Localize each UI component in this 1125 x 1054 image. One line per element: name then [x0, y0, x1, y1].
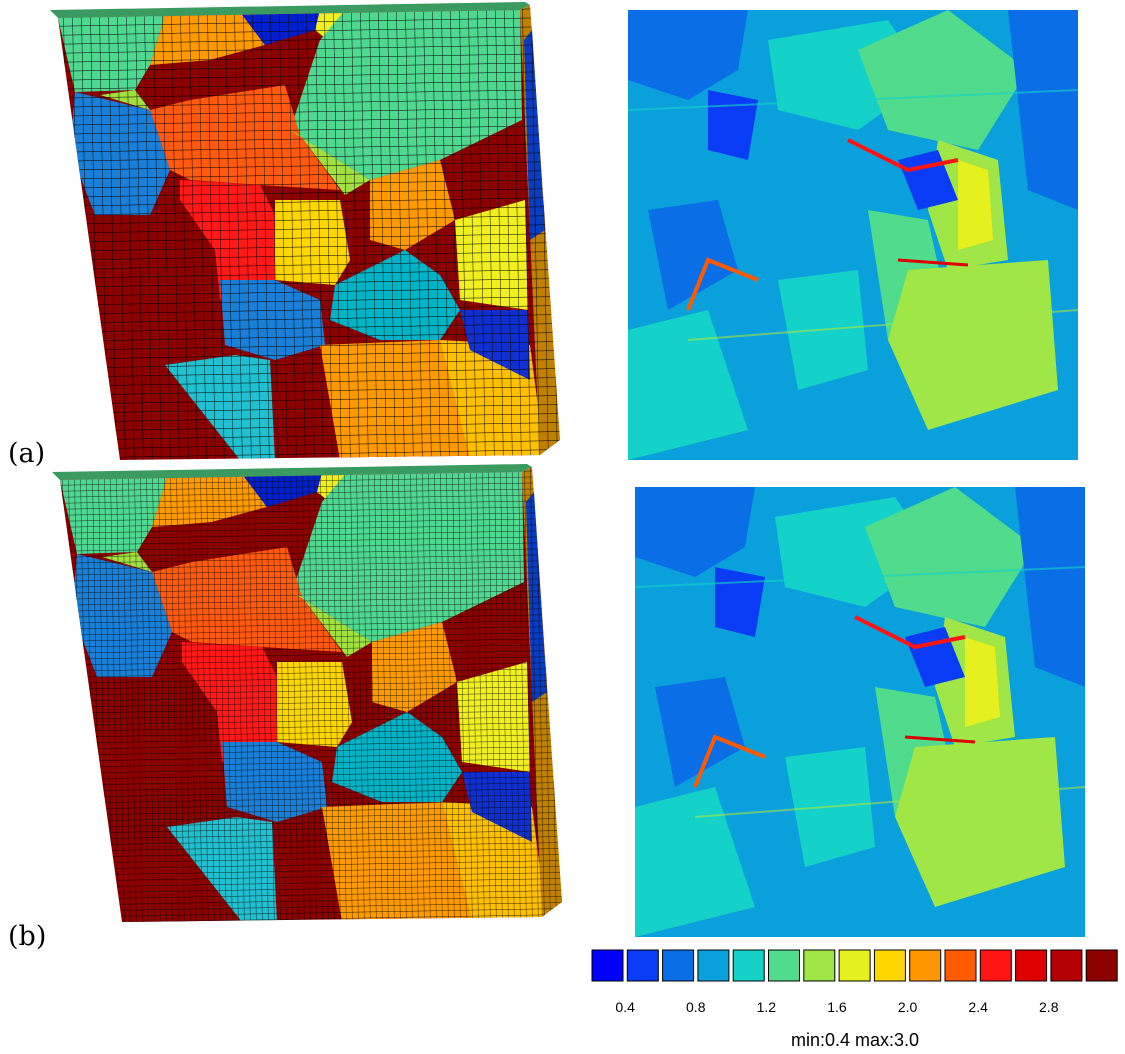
colorbar-swatch: [662, 949, 695, 982]
colorbar-swatch: [1085, 949, 1118, 982]
colorbar: 0.4 0.8 1.2 1.6 2.0 2.4 2.8: [591, 949, 1118, 1015]
colorbar-label: 0.4: [615, 999, 635, 1015]
colorbar-swatch: [768, 949, 800, 982]
panel-label: (b): [8, 921, 46, 952]
colorbar-swatch: [732, 949, 765, 982]
colorbar-swatch: [803, 949, 836, 982]
mesh-a: [50, 2, 560, 465]
stress-map-a: [626, 8, 1080, 462]
colorbar-swatch: [626, 949, 659, 982]
colorbar-swatch: [944, 949, 977, 982]
colorbar-label: 1.6: [827, 999, 847, 1015]
colorbar-swatch: [1050, 949, 1083, 982]
colorbar-range: min:0.4 max:3.0: [791, 1030, 919, 1050]
colorbar-label: 2.4: [968, 999, 988, 1015]
stress-map-b: [633, 485, 1087, 939]
colorbar-swatch: [1015, 949, 1048, 982]
colorbar-label: 0.8: [686, 999, 706, 1015]
colorbar-swatch: [979, 949, 1012, 982]
colorbar-label: 2.8: [1039, 999, 1059, 1015]
mesh-b: [52, 464, 562, 927]
colorbar-label: 2.0: [898, 999, 918, 1015]
colorbar-swatch: [591, 949, 624, 982]
colorbar-swatch: [909, 949, 942, 982]
colorbar-swatch: [873, 949, 906, 982]
colorbar-label: 1.2: [757, 999, 777, 1015]
colorbar-swatch: [697, 949, 730, 982]
panel-label: (a): [8, 438, 45, 469]
colorbar-swatch: [838, 949, 871, 982]
